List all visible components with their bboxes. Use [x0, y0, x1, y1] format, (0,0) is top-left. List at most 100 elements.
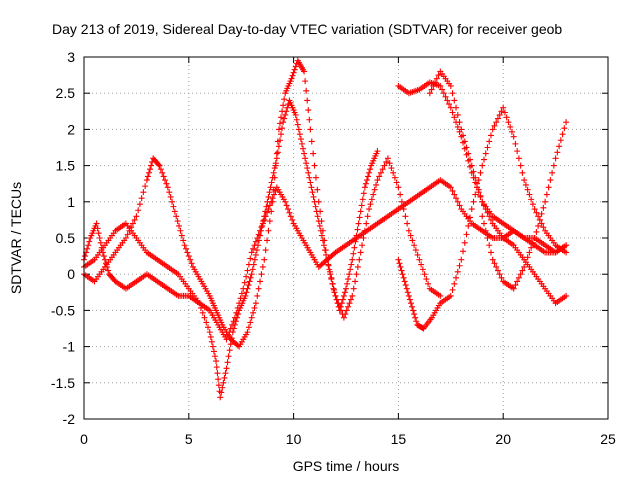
data-point	[250, 245, 257, 252]
data-point	[235, 311, 242, 318]
data-point	[163, 180, 170, 187]
data-point	[467, 214, 474, 221]
data-point	[267, 184, 274, 191]
data-point	[255, 231, 262, 238]
data-point	[563, 242, 570, 249]
data-point	[407, 300, 414, 307]
data-point	[294, 121, 301, 128]
data-point	[404, 289, 411, 296]
data-point	[515, 274, 522, 281]
data-point	[317, 227, 324, 234]
data-point	[312, 203, 319, 210]
data-point	[442, 93, 449, 100]
data-point	[487, 132, 494, 139]
data-point	[522, 259, 529, 266]
data-point	[512, 140, 519, 147]
data-point	[270, 186, 277, 193]
data-point	[166, 189, 173, 196]
y-tick-label: 1.5	[56, 158, 76, 174]
data-point	[227, 341, 234, 348]
data-point	[254, 292, 261, 299]
data-point	[251, 256, 258, 263]
data-point	[295, 126, 302, 133]
data-point	[97, 239, 104, 246]
data-point	[302, 155, 309, 162]
data-point	[261, 256, 268, 263]
data-point	[496, 111, 503, 118]
data-point	[138, 195, 145, 202]
data-point	[501, 109, 508, 116]
data-point	[533, 209, 540, 216]
data-point	[131, 216, 138, 223]
data-point	[248, 271, 255, 278]
data-point	[243, 273, 250, 280]
data-point	[533, 228, 540, 235]
data-point	[521, 177, 528, 184]
data-point	[432, 79, 439, 86]
data-point	[178, 232, 185, 239]
data-point	[405, 292, 412, 299]
data-point	[406, 296, 413, 303]
data-point	[244, 267, 251, 274]
data-point	[407, 232, 414, 239]
data-point	[514, 148, 521, 155]
x-tick-label: 15	[391, 431, 407, 447]
data-point	[155, 161, 162, 168]
data-point	[361, 227, 368, 234]
data-point	[535, 222, 542, 229]
data-point	[205, 324, 212, 331]
data-point	[383, 158, 390, 165]
data-point	[213, 358, 220, 365]
data-point	[454, 111, 461, 118]
data-point	[451, 114, 458, 121]
y-tick-label: 2.5	[56, 85, 76, 101]
data-point	[388, 165, 395, 172]
data-point	[290, 69, 297, 76]
data-point	[144, 173, 151, 180]
data-point	[561, 125, 568, 132]
data-point	[556, 143, 563, 150]
data-point	[350, 250, 357, 257]
data-point	[475, 177, 482, 184]
data-point	[425, 280, 432, 287]
data-point	[489, 256, 496, 263]
data-point	[460, 248, 467, 255]
x-tick-label: 10	[286, 431, 302, 447]
data-point	[477, 192, 484, 199]
data-point	[230, 325, 237, 332]
series-s3	[81, 97, 381, 401]
data-point	[449, 109, 456, 116]
data-point	[129, 220, 136, 227]
data-point	[283, 202, 290, 209]
data-point	[343, 285, 349, 292]
data-point	[285, 206, 292, 213]
data-point	[84, 245, 91, 252]
data-point	[355, 220, 362, 227]
data-point	[288, 75, 295, 82]
y-tick-label: 3	[67, 49, 75, 65]
data-point	[421, 271, 428, 278]
data-point	[140, 189, 147, 196]
data-point	[331, 250, 338, 257]
data-point	[451, 97, 458, 104]
data-point	[270, 169, 277, 176]
data-point	[325, 261, 332, 268]
data-point	[329, 280, 336, 287]
data-point	[164, 184, 171, 191]
data-point	[550, 162, 557, 169]
data-point	[498, 274, 505, 281]
data-point	[344, 280, 351, 287]
data-point	[350, 285, 357, 292]
data-point	[243, 289, 250, 296]
data-point	[437, 292, 444, 299]
data-point	[440, 90, 447, 97]
data-point	[384, 155, 391, 162]
data-point	[373, 181, 380, 188]
data-point	[563, 292, 570, 299]
data-point	[279, 125, 286, 132]
data-point	[356, 214, 363, 221]
data-point	[266, 189, 273, 196]
data-point	[198, 304, 205, 311]
x-tick-labels: 0 5 10 15 20 25	[80, 431, 616, 447]
data-point	[276, 120, 283, 127]
